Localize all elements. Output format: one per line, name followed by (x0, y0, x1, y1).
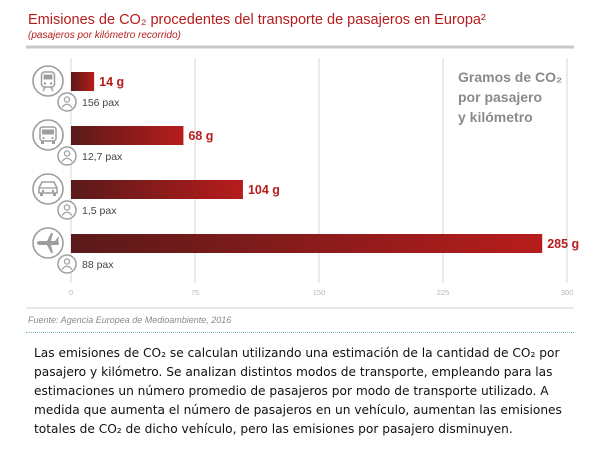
bar-row: 104 g 1,5 pax (32, 173, 280, 220)
bar (71, 234, 543, 253)
legend: Gramos de CO₂ por pasajero y kilómetro (458, 69, 562, 125)
description-text: Las emisiones de CO₂ se calculan utiliza… (34, 346, 562, 436)
bus-icon (32, 119, 64, 151)
chart-source: Fuente: Agencia Europea de Medioambiente… (28, 315, 231, 325)
bar-row: 14 g 156 pax (32, 65, 124, 112)
x-axis: 0 75 150 225 300 (69, 288, 573, 297)
chart: Emisiones de CO₂ procedentes del transpo… (26, 12, 579, 325)
bar-value-label: 104 g (248, 183, 280, 197)
person-icon (57, 92, 77, 112)
bar-value-label: 14 g (99, 75, 124, 89)
x-tick-label: 225 (437, 288, 450, 297)
chart-subtitle: (pasajeros por kilómetro recorrido) (28, 30, 181, 41)
train-icon (32, 65, 64, 97)
bar (71, 180, 243, 199)
bar-row: 68 g 12,7 pax (32, 119, 213, 166)
person-icon (57, 200, 77, 220)
passenger-label: 1,5 pax (82, 205, 117, 217)
x-tick-label: 150 (313, 288, 326, 297)
separator (26, 332, 574, 333)
legend-line-1: Gramos de CO₂ (458, 69, 562, 85)
passenger-label: 88 pax (82, 259, 114, 271)
bar (71, 126, 184, 145)
passenger-label: 156 pax (82, 97, 120, 109)
bar (71, 72, 95, 91)
person-icon (57, 146, 77, 166)
person-icon (57, 254, 77, 274)
legend-line-2: por pasajero (458, 89, 542, 105)
legend-line-3: y kilómetro (458, 109, 533, 125)
bar-value-label: 68 g (188, 129, 213, 143)
bar-value-label: 285 g (547, 237, 579, 251)
bar-row: 285 g 88 pax (32, 227, 579, 274)
car-icon (32, 173, 64, 205)
passenger-label: 12,7 pax (82, 151, 123, 163)
x-tick-label: 300 (561, 288, 574, 297)
x-tick-label: 75 (191, 288, 199, 297)
bars: 14 g 156 pax 68 g 12,7 pax 104 g 1,5 pax 285 g… (32, 65, 579, 274)
chart-title: Emisiones de CO₂ procedentes del transpo… (28, 12, 486, 28)
airplane-icon (32, 227, 64, 259)
x-tick-label: 0 (69, 288, 73, 297)
